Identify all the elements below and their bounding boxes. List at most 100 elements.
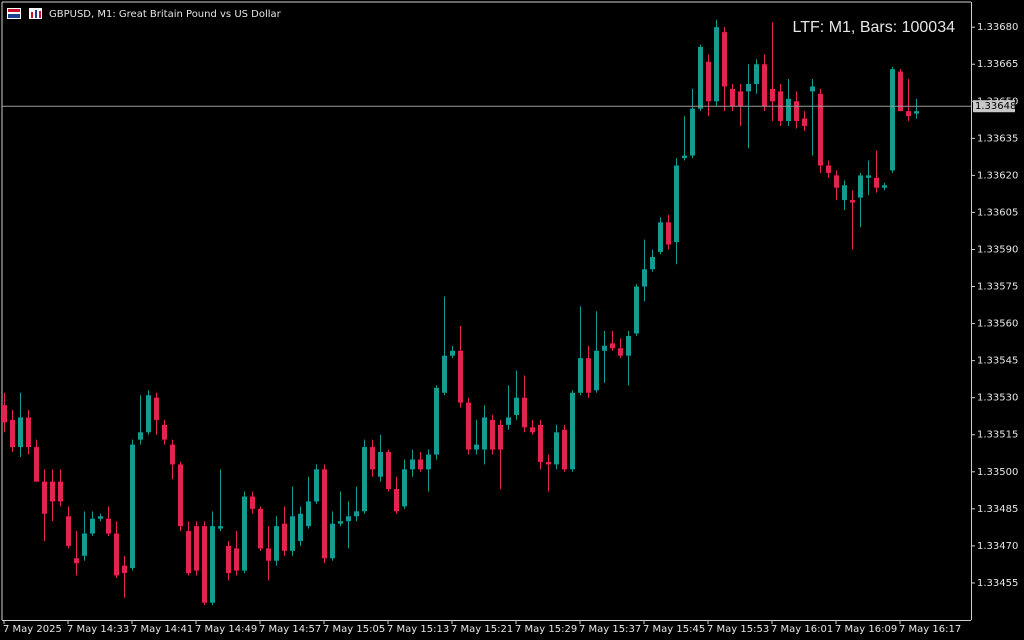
candle-body — [562, 429, 567, 470]
candle-body — [346, 516, 351, 522]
y-tick-label: 1.33485 — [977, 504, 1018, 515]
candles — [2, 19, 919, 606]
candle-body — [682, 155, 687, 159]
candle-body — [866, 175, 871, 178]
candle-body — [290, 516, 295, 551]
candle-body — [378, 452, 383, 477]
candle-body — [810, 86, 815, 92]
y-tick-label: 1.33575 — [977, 282, 1018, 293]
candle-body — [178, 464, 183, 527]
candle-body — [314, 469, 319, 502]
x-tick-label: 7 May 15:21 — [451, 624, 513, 635]
x-tick-label: 7 May 15:53 — [707, 624, 769, 635]
candle-body — [442, 355, 447, 393]
candle-body — [426, 454, 431, 470]
candle-body — [746, 83, 751, 92]
candle-body — [418, 459, 423, 470]
candle-body — [170, 444, 175, 465]
y-tick-label: 1.33560 — [977, 319, 1018, 330]
y-tick-label: 1.33455 — [977, 578, 1018, 589]
candle-body — [914, 111, 919, 114]
y-tick-label: 1.33530 — [977, 393, 1018, 404]
x-tick-label: 7 May 16:17 — [899, 624, 961, 635]
candle-body — [482, 417, 487, 450]
candle-body — [138, 432, 143, 440]
chart-title: GBPUSD, M1: Great Britain Pound vs US Do… — [49, 9, 282, 20]
candle-body — [18, 417, 23, 448]
candle-body — [474, 444, 479, 450]
candle-body — [34, 447, 39, 482]
candle-body — [882, 185, 887, 188]
candle-body — [514, 397, 519, 415]
candle-body — [50, 481, 55, 502]
candle-body — [498, 424, 503, 450]
candle-body — [506, 417, 511, 425]
candle-body — [402, 469, 407, 507]
icon — [35, 10, 37, 18]
candle-body — [162, 424, 167, 440]
candle-body — [650, 256, 655, 270]
candle-body — [754, 64, 759, 84]
candle-body — [834, 175, 839, 188]
candle-body — [338, 521, 343, 524]
icon — [8, 14, 20, 18]
y-tick-label: 1.33665 — [977, 59, 1018, 70]
candle-body — [330, 523, 335, 559]
candle-body — [258, 508, 263, 549]
candle-body — [538, 424, 543, 462]
candle-body — [698, 46, 703, 109]
candle-body — [898, 71, 903, 112]
x-tick-label: 7 May 14:57 — [259, 624, 321, 635]
candle-body — [466, 402, 471, 450]
candle-body — [130, 444, 135, 569]
candle-body — [794, 101, 799, 122]
candle-body — [642, 269, 647, 287]
x-tick-label: 7 May 14:49 — [195, 624, 257, 635]
icon — [8, 9, 20, 12]
x-tick-label: 7 May 15:05 — [323, 624, 385, 635]
candle-body — [450, 350, 455, 356]
candle-body — [634, 286, 639, 334]
candle-body — [906, 111, 911, 117]
y-tick-label: 1.33605 — [977, 207, 1018, 218]
x-tick-label: 7 May 16:09 — [835, 624, 897, 635]
price-label-box — [973, 100, 1015, 113]
candle-body — [58, 481, 63, 502]
x-tick-label: 7 May 15:45 — [643, 624, 705, 635]
x-tick-label: 7 May 16:01 — [771, 624, 833, 635]
candle-body — [2, 405, 7, 423]
candle-body — [298, 513, 303, 541]
y-tick-label: 1.33620 — [977, 170, 1018, 181]
candle-body — [42, 481, 47, 514]
candle-body — [146, 395, 151, 433]
candle-body — [154, 397, 159, 420]
candle-body — [674, 165, 679, 243]
candle-body — [874, 177, 879, 188]
x-tick-label: 7 May 14:41 — [131, 624, 193, 635]
candle-body — [714, 27, 719, 102]
candle-body — [610, 343, 615, 349]
candle-body — [626, 335, 631, 356]
candle-body — [114, 533, 119, 576]
price-label: 1.33648 — [975, 101, 1016, 112]
x-tick-label: 7 May 15:29 — [515, 624, 577, 635]
y-tick-label: 1.33500 — [977, 467, 1018, 478]
candle-body — [602, 345, 607, 351]
candle-body — [594, 350, 599, 391]
candle-body — [434, 387, 439, 455]
candle-body — [266, 548, 271, 561]
candle-body — [490, 419, 495, 450]
candle-body — [322, 469, 327, 559]
candle-body — [10, 419, 15, 448]
candle-body — [394, 489, 399, 512]
y-tick-label: 1.33635 — [977, 133, 1018, 144]
candle-body — [730, 88, 735, 107]
icon — [39, 11, 41, 18]
candle-body — [26, 417, 31, 448]
x-tick-label: 7 May 2025 — [3, 624, 62, 635]
candle-body — [98, 516, 103, 519]
candle-body — [826, 165, 831, 173]
candle-body — [530, 427, 535, 433]
candle-body — [282, 523, 287, 551]
candle-body — [186, 531, 191, 574]
